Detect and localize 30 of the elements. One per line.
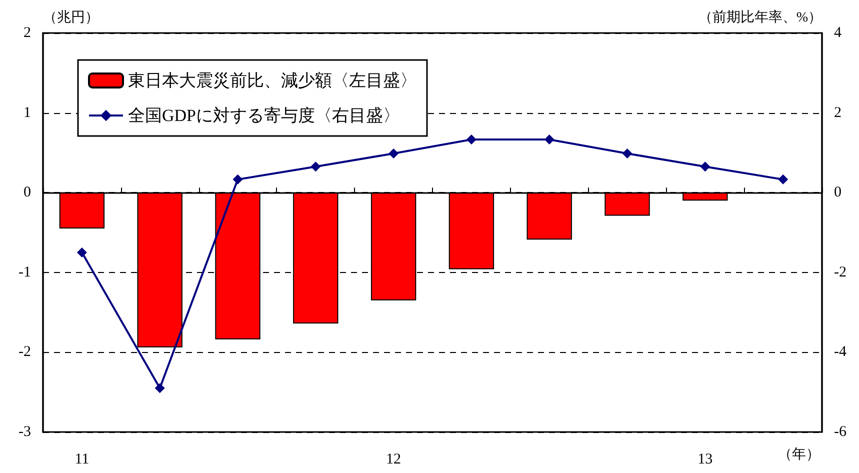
point xyxy=(232,174,243,184)
y-tick-label: -3 xyxy=(18,424,31,440)
y-axis-title: （兆円） xyxy=(43,10,99,26)
y2-axis-title: （前期比年率、%） xyxy=(698,10,822,26)
point xyxy=(544,134,554,145)
y2-tick-label: 2 xyxy=(834,104,842,121)
y2-tick-label: 4 xyxy=(834,25,842,41)
y2-tick-label: 0 xyxy=(834,184,842,201)
y2-tick-label: -2 xyxy=(834,264,846,280)
y-tick-label: -2 xyxy=(18,344,31,360)
y-tick-label: 1 xyxy=(24,104,31,121)
point xyxy=(310,162,321,172)
y-tick-label: 2 xyxy=(24,25,31,41)
point xyxy=(76,247,87,258)
y-tick-label: -1 xyxy=(18,264,31,280)
y2-tick-label: -6 xyxy=(834,424,847,440)
y-tick-label: 0 xyxy=(24,184,31,201)
x-tick-label: 13 xyxy=(698,452,713,468)
legend-label: 全国GDPに対する寄与度〈右目盛〉 xyxy=(128,106,400,125)
x-tick-label: 11 xyxy=(74,452,90,468)
point xyxy=(388,148,399,158)
point xyxy=(154,383,165,394)
point xyxy=(700,162,710,172)
point xyxy=(622,148,632,158)
legend-label: 東日本大震災前比、減少額〈左目盛〉 xyxy=(128,71,417,90)
x-tick-label: 12 xyxy=(386,452,402,468)
x-axis-title: （年） xyxy=(778,446,820,462)
point xyxy=(778,174,788,184)
point xyxy=(466,134,476,145)
y2-tick-label: -4 xyxy=(834,344,847,360)
